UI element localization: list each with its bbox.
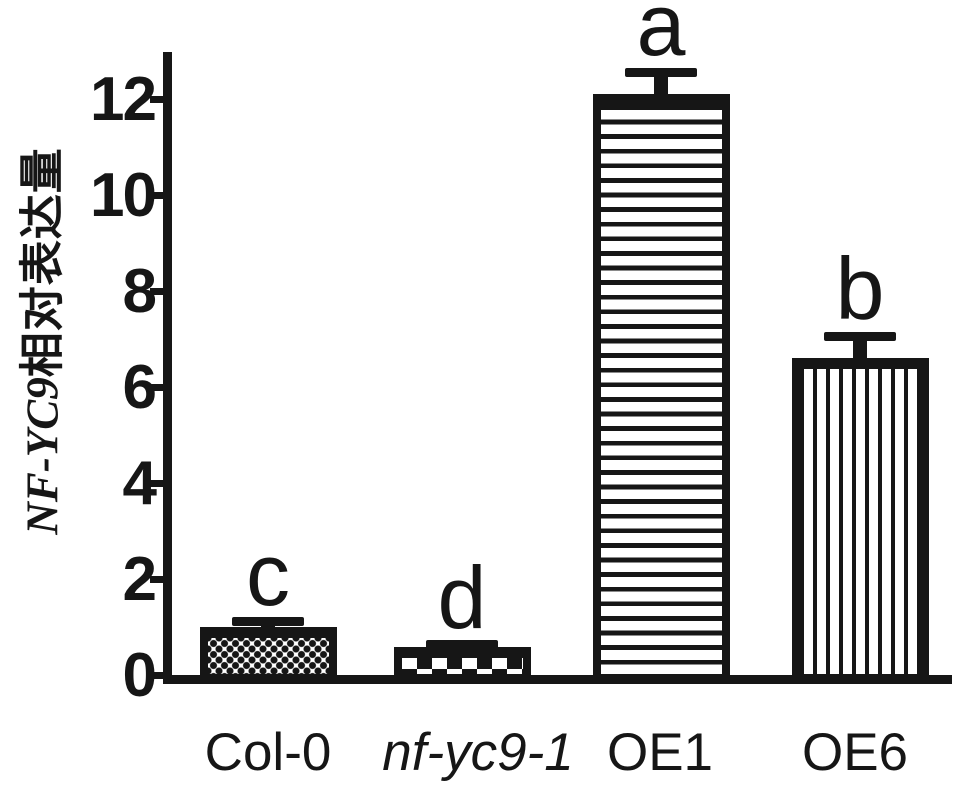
significance-letter-b: b	[835, 239, 885, 339]
bar-col-0	[199, 627, 337, 680]
y-tick-label: 4	[122, 449, 157, 518]
y-tick-mark	[150, 95, 166, 103]
bar-oe1	[592, 94, 730, 680]
significance-letter-a: a	[636, 0, 686, 75]
y-tick-label: 0	[122, 641, 157, 710]
y-tick-mark	[150, 383, 166, 391]
y-axis-line	[163, 52, 172, 684]
y-tick-label: 6	[122, 353, 157, 422]
y-tick-label: 8	[122, 257, 157, 326]
x-axis-label-col-0: Col-0	[204, 723, 332, 782]
significance-letter-c: c	[246, 524, 290, 624]
significance-letter-d: d	[437, 547, 487, 647]
x-axis-label-oe1: OE1	[606, 723, 714, 782]
error-bar-cap	[625, 67, 697, 77]
x-axis-label-oe6: OE6	[801, 723, 909, 782]
error-bar-cap	[824, 331, 896, 341]
bar-oe6	[791, 358, 929, 680]
error-bar-cap	[232, 617, 304, 627]
x-axis-line	[163, 675, 952, 684]
x-axis-label-nf-yc9-1: nf-yc9-1	[382, 723, 574, 782]
y-tick-label: 12	[90, 65, 157, 134]
y-tick-mark	[150, 479, 166, 487]
y-tick-mark	[150, 191, 166, 199]
y-tick-mark	[150, 287, 166, 295]
y-tick-label: 10	[90, 161, 157, 230]
y-tick-mark	[150, 671, 166, 679]
error-bar-cap	[426, 640, 498, 650]
y-tick-mark	[150, 575, 166, 583]
y-tick-label: 2	[122, 545, 157, 614]
